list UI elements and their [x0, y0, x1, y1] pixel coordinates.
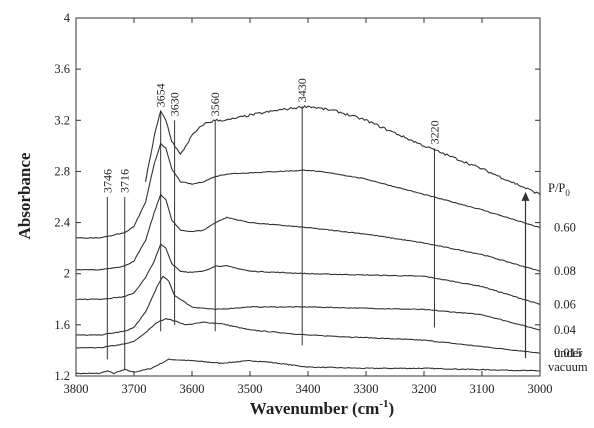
y-tick-label: 4	[64, 11, 71, 25]
x-axis-title-close: )	[389, 399, 395, 418]
plot-frame	[75, 17, 541, 377]
x-tick-label: 3000	[528, 382, 553, 396]
pressure-arrow-head	[521, 191, 530, 201]
x-tick-label: 3800	[64, 382, 89, 396]
x-tick-label: 3300	[354, 382, 379, 396]
peak-marker-label: 3220	[427, 120, 441, 144]
y-tick-label: 1.2	[54, 369, 70, 383]
x-axis-title-main: Wavenumber (cm	[250, 399, 380, 418]
x-tick-label: 3500	[238, 382, 263, 396]
peak-marker-label: 3430	[295, 78, 309, 102]
y-tick-label: 2.4	[54, 216, 70, 230]
y-axis-title: Absorbance	[15, 152, 34, 239]
series-label: 0.04	[554, 323, 577, 337]
x-tick-label: 3700	[122, 382, 147, 396]
y-tick-label: 2	[64, 267, 70, 281]
y-tick-label: 3.6	[54, 62, 70, 76]
y-tick-label: 2.8	[54, 164, 70, 178]
series-label: 0.08	[554, 264, 576, 278]
series-line	[76, 317, 541, 354]
peak-marker-label: 3746	[100, 169, 114, 193]
peak-marker-label: 3654	[154, 83, 168, 107]
y-tick-label: 1.6	[54, 318, 70, 332]
series-line	[145, 104, 541, 196]
series-line	[75, 358, 540, 375]
series-label: under vacuum	[548, 346, 588, 374]
legend-title-main: P/P	[548, 181, 565, 195]
peak-marker-label: 3716	[118, 169, 132, 193]
series-line	[75, 275, 541, 336]
series-line	[75, 193, 541, 272]
x-tick-label: 3100	[470, 382, 495, 396]
series-label-line: vacuum	[548, 360, 588, 374]
series-label: 0.06	[554, 297, 576, 311]
legend-title-sub: 0	[565, 188, 570, 198]
series-line	[75, 243, 541, 305]
legend-title: P/P0	[548, 181, 570, 198]
peak-marker-label: 3560	[208, 92, 222, 116]
x-tick-label: 3600	[180, 382, 205, 396]
y-tick-label: 3.2	[54, 113, 70, 127]
series-line	[75, 142, 541, 239]
peak-marker-label: 3630	[168, 92, 182, 116]
x-tick-label: 3200	[412, 382, 437, 396]
series-label: 0.015	[554, 346, 582, 360]
x-axis-title-sup: -1	[379, 398, 388, 410]
series-label: 0.60	[554, 221, 576, 235]
x-axis-title: Wavenumber (cm-1)	[250, 398, 394, 418]
x-tick-label: 3400	[296, 382, 321, 396]
series-label-line: under	[554, 346, 583, 360]
